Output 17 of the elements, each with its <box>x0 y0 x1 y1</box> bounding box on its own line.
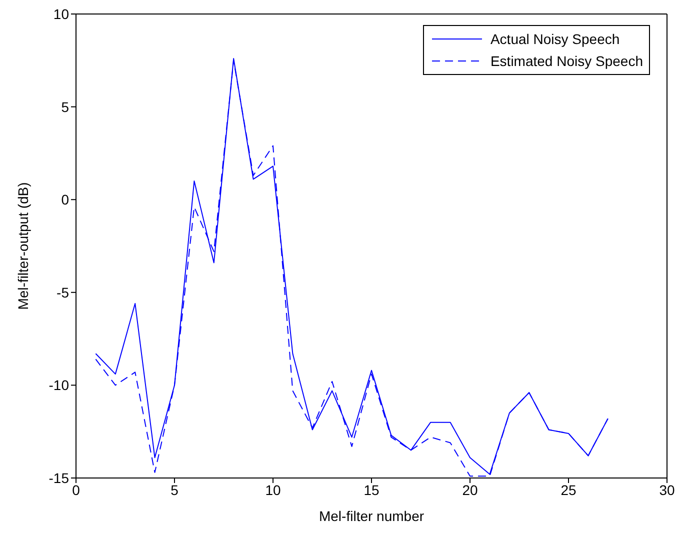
x-tick-label: 15 <box>364 482 380 498</box>
x-axis-title: Mel-filter number <box>318 508 424 524</box>
x-tick-label: 0 <box>72 482 80 498</box>
y-tick-label: 10 <box>53 6 70 22</box>
y-tick-label: -15 <box>48 470 70 486</box>
legend-label: Actual Noisy Speech <box>490 31 620 47</box>
legend-label: Estimated Noisy Speech <box>490 53 643 69</box>
x-tick-label: 20 <box>462 482 478 498</box>
y-axis-title: Mel-filter-output (dB) <box>14 182 31 310</box>
y-tick-label: 5 <box>61 98 70 115</box>
x-tick-label: 10 <box>265 482 281 498</box>
y-tick-label: -10 <box>48 377 70 394</box>
y-tick-label: -5 <box>56 284 70 300</box>
x-tick-label: 25 <box>560 482 576 498</box>
x-tick-label: 30 <box>659 482 675 498</box>
x-tick-label: 5 <box>170 482 179 498</box>
y-tick-label: 0 <box>61 192 70 208</box>
